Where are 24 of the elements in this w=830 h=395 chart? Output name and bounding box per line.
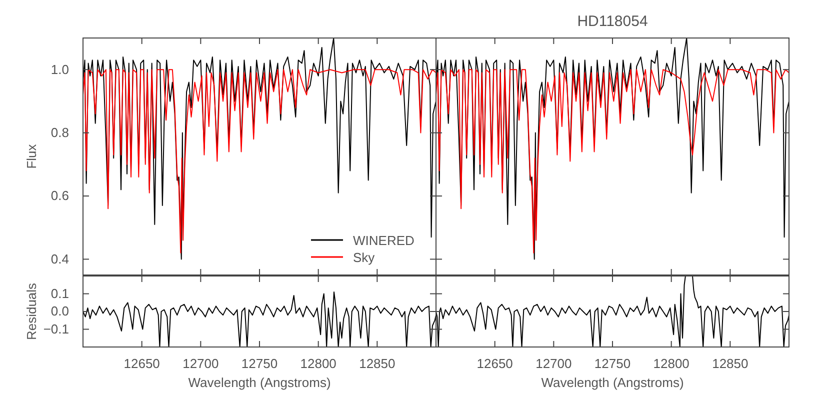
x-axis-title: Wavelength (Angstroms) — [541, 375, 684, 390]
x-tick-label: 12700 — [182, 356, 219, 372]
y-tick-label: 0.4 — [50, 251, 69, 266]
x-tick-label: 12750 — [594, 356, 631, 372]
x-tick-label: 12650 — [476, 356, 513, 372]
y-tick-label: −0.1 — [43, 321, 69, 336]
x-tick-label: 12850 — [359, 356, 396, 372]
y-axis-title: Residuals — [24, 282, 39, 340]
y-tick-label: 0.8 — [50, 124, 69, 140]
legend-label: WINERED — [353, 233, 414, 248]
x-axis-title: Wavelength (Angstroms) — [188, 375, 331, 390]
x-tick-label: 12700 — [536, 356, 572, 372]
x-tick-label: 12800 — [653, 356, 690, 372]
y-tick-label: 1.0 — [50, 62, 69, 77]
y-tick-label: 0.1 — [50, 286, 69, 301]
x-tick-label: 12750 — [241, 356, 278, 372]
x-tick-label: 12650 — [124, 356, 160, 372]
y-tick-label: 0.6 — [50, 188, 69, 204]
chart-title: HD118054 — [577, 13, 648, 30]
x-tick-label: 12850 — [712, 356, 748, 372]
x-tick-label: 12800 — [300, 356, 336, 372]
y-axis-title: Flux — [24, 144, 39, 169]
legend-label: Sky — [353, 250, 376, 265]
y-tick-label: 0.0 — [50, 304, 69, 319]
